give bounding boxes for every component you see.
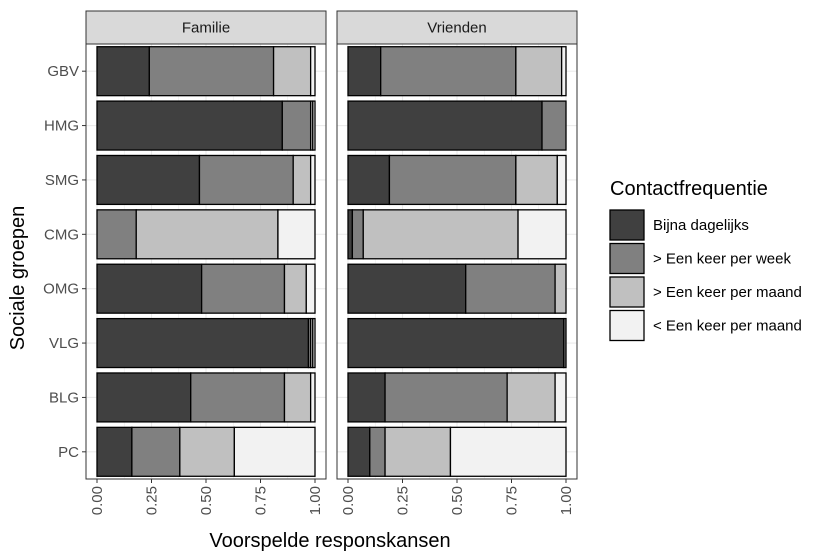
bar-cmg-3 — [517, 209, 567, 260]
legend-key — [609, 242, 645, 275]
bar-vlg-0 — [347, 317, 565, 369]
bar-cmg-3 — [277, 209, 316, 260]
facet-strip — [85, 10, 327, 45]
y-tick-label: GBV — [47, 63, 79, 80]
bar-omg-2 — [554, 263, 567, 314]
bar-pc-1 — [369, 426, 386, 477]
bar-blg-1 — [384, 372, 508, 423]
bar-cmg-2 — [362, 209, 519, 260]
bar-omg-0 — [347, 263, 467, 314]
facet-strip — [336, 10, 578, 45]
legend-label: > Een keer per week — [653, 251, 791, 268]
legend-label: Bijna dagelijks — [653, 217, 749, 234]
bar-vlg-0 — [96, 317, 310, 369]
bar-hmg-3 — [312, 100, 316, 151]
bar-pc-3 — [449, 426, 567, 477]
legend-label: < Een keer per maand — [653, 318, 802, 335]
bar-blg-1 — [190, 372, 286, 423]
y-tick-label: VLG — [49, 335, 79, 352]
bar-smg-0 — [96, 154, 201, 206]
bar-smg-2 — [292, 154, 312, 206]
bar-blg-0 — [96, 372, 192, 423]
bar-hmg-0 — [347, 100, 543, 151]
y-tick-label: HMG — [44, 118, 79, 135]
legend-label: > Een keer per maand — [653, 284, 802, 301]
x-tick-label: 0.75 — [253, 486, 270, 515]
facet-strip-label: Vrienden — [427, 20, 487, 37]
x-axis: 0.00 0.25 0.50 0.75 1.00 — [89, 479, 324, 515]
x-tick-label: 0.00 — [340, 486, 357, 515]
legend-title: Contactfrequentie — [610, 178, 768, 200]
facet-strip-label: Familie — [182, 20, 230, 37]
bar-blg-3 — [554, 372, 567, 423]
bar-omg-2 — [283, 263, 307, 314]
bar-gbv-3 — [309, 46, 316, 97]
x-tick-label: 0.00 — [89, 486, 106, 515]
bar-blg-2 — [283, 372, 312, 423]
bar-hmg-1 — [281, 100, 312, 151]
bar-blg-2 — [506, 372, 556, 423]
bar-omg-0 — [96, 263, 203, 314]
legend-key — [609, 209, 645, 241]
y-tick-label: CMG — [44, 226, 79, 243]
bar-omg-3 — [305, 263, 316, 314]
bar-hmg-0 — [96, 100, 283, 151]
x-tick-label: 0.25 — [395, 486, 412, 515]
bar-omg-1 — [200, 263, 286, 314]
x-tick-label: 0.50 — [449, 486, 466, 515]
bar-smg-2 — [515, 154, 558, 206]
bar-gbv-0 — [347, 46, 382, 97]
legend: Contactfrequentie Bijna dagelijks > Een k… — [609, 178, 802, 342]
bar-gbv-2 — [515, 46, 563, 97]
x-tick-label: 0.50 — [198, 486, 215, 515]
bar-pc-0 — [96, 426, 133, 477]
panel-vrienden: Vrienden 0.00 0.25 0.50 0.75 1.00 — [336, 10, 578, 515]
bars — [347, 46, 567, 477]
bar-blg-0 — [347, 372, 386, 423]
bar-omg-1 — [465, 263, 556, 314]
y-axis-title: Sociale groepen — [7, 206, 29, 351]
bar-pc-0 — [347, 426, 371, 477]
y-axis: GBV HMG SMG CMG OMG VLG BLG PC — [43, 63, 86, 461]
bar-cmg-2 — [135, 209, 279, 260]
bar-pc-2 — [179, 426, 235, 477]
x-axis: 0.00 0.25 0.50 0.75 1.00 — [340, 479, 575, 515]
legend-key — [609, 309, 645, 342]
x-tick-label: 0.75 — [504, 486, 521, 515]
bar-gbv-3 — [560, 46, 567, 97]
bar-blg-3 — [309, 372, 316, 423]
bar-smg-1 — [388, 154, 517, 206]
bar-vlg-1 — [563, 317, 567, 369]
bar-smg-1 — [198, 154, 294, 206]
bar-pc-3 — [233, 426, 316, 477]
legend-key — [609, 276, 645, 308]
bar-gbv-1 — [380, 46, 517, 97]
y-tick-label: SMG — [45, 172, 79, 189]
x-tick-label: 1.00 — [558, 486, 575, 515]
bar-cmg-1 — [351, 209, 364, 260]
bar-vlg-3 — [312, 317, 316, 369]
x-tick-label: 1.00 — [307, 486, 324, 515]
y-tick-label: BLG — [49, 389, 79, 406]
bar-cmg-0 — [347, 209, 354, 260]
panel-familie: Familie 0.00 0.25 0.50 0.75 1.00 — [85, 10, 327, 515]
bar-hmg-1 — [541, 100, 567, 151]
x-tick-label: 0.25 — [144, 486, 161, 515]
bar-cmg-1 — [96, 209, 137, 260]
y-tick-label: OMG — [43, 281, 79, 298]
bar-gbv-1 — [148, 46, 275, 97]
bars — [96, 46, 316, 477]
bar-smg-0 — [347, 154, 391, 206]
y-tick-label: PC — [58, 444, 79, 461]
bar-gbv-0 — [96, 46, 150, 97]
bar-smg-3 — [556, 154, 567, 206]
bar-smg-3 — [309, 154, 316, 206]
bar-gbv-2 — [272, 46, 312, 97]
x-axis-title: Voorspelde responskansen — [209, 530, 450, 552]
bar-pc-1 — [131, 426, 181, 477]
bar-pc-2 — [384, 426, 452, 477]
